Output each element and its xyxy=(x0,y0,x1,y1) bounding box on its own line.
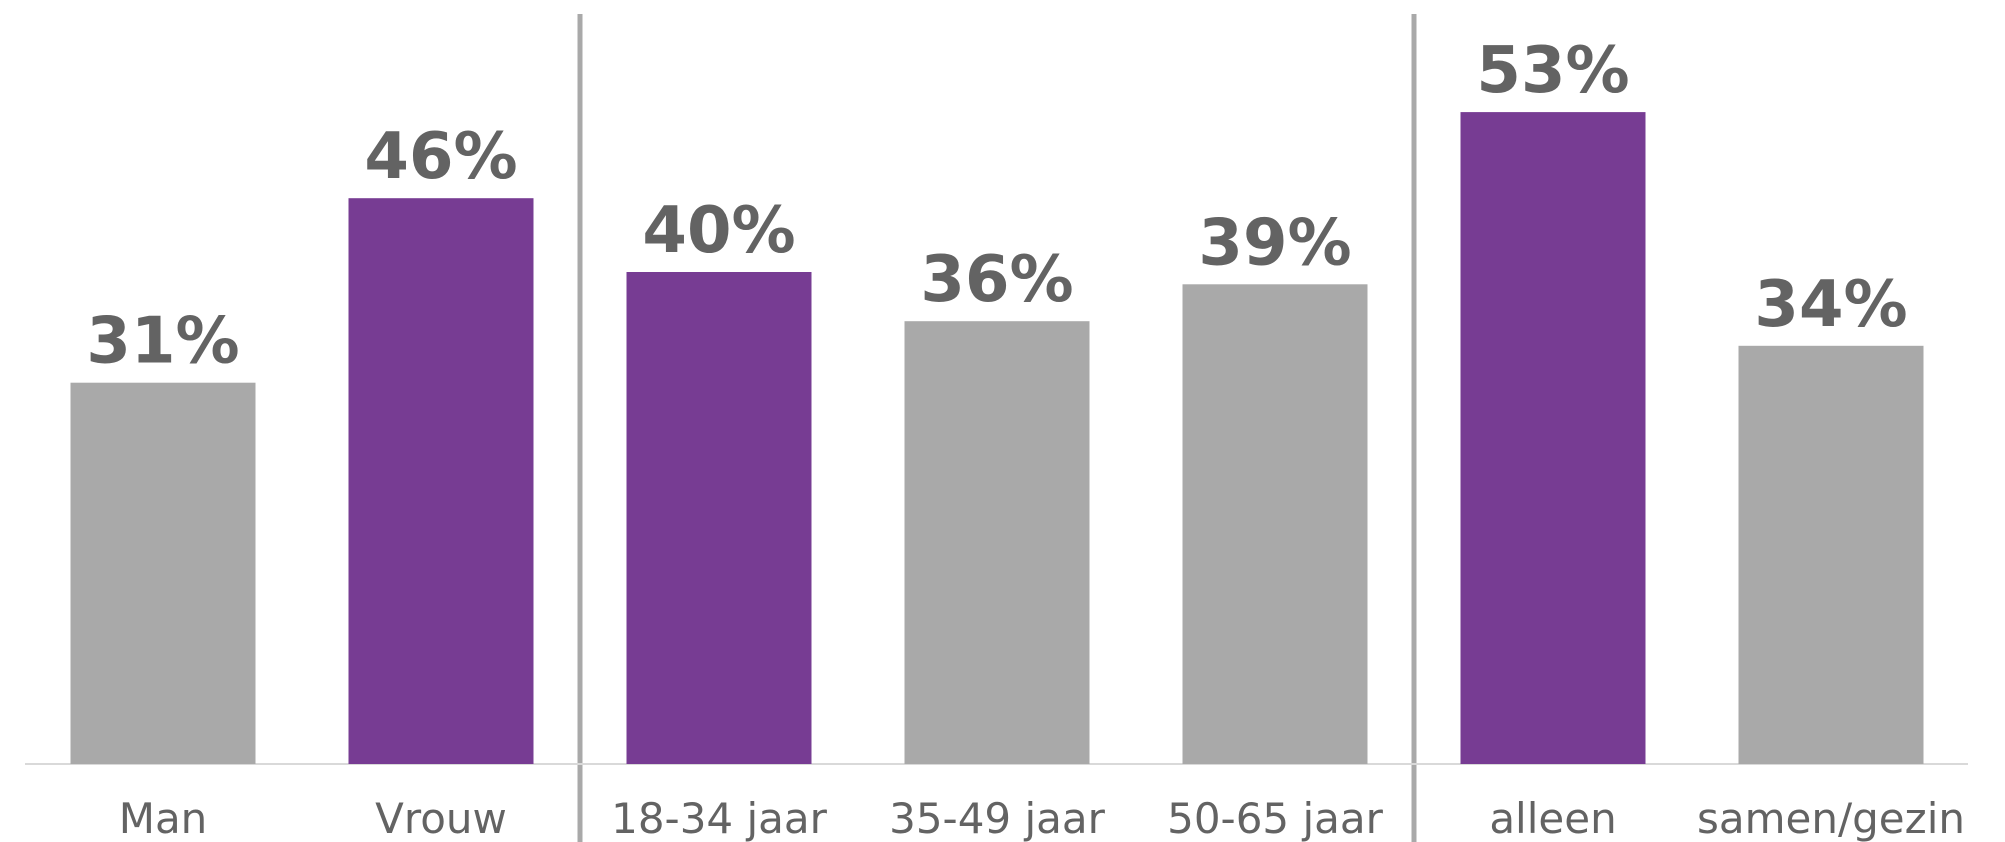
category-label-3: 35-49 jaar xyxy=(889,794,1106,842)
bar-6 xyxy=(1738,345,1924,764)
value-label-6: 34% xyxy=(1754,268,1907,342)
bar-5 xyxy=(1460,112,1646,765)
category-label-5: alleen xyxy=(1489,794,1616,842)
bar-3 xyxy=(904,321,1090,764)
value-label-5: 53% xyxy=(1476,34,1629,108)
category-label-4: 50-65 jaar xyxy=(1167,794,1384,842)
category-labels: Man Vrouw 18-34 jaar 35-49 jaar 50-65 jaar al… xyxy=(119,794,1965,842)
value-label-4: 39% xyxy=(1198,206,1351,280)
category-label-6: samen/gezin xyxy=(1697,794,1965,842)
value-label-2: 40% xyxy=(642,194,795,268)
category-label-1: Vrouw xyxy=(375,794,507,842)
bar-2 xyxy=(626,272,812,764)
bar-0 xyxy=(70,382,256,764)
category-label-0: Man xyxy=(119,794,208,842)
value-label-3: 36% xyxy=(920,243,1073,317)
bar-1 xyxy=(348,198,534,764)
group-separators xyxy=(577,14,1417,842)
value-labels: 31% 46% 40% 36% 39% 53% 34% xyxy=(86,34,1907,379)
category-label-2: 18-34 jaar xyxy=(611,794,828,842)
bar-4 xyxy=(1182,284,1368,764)
value-label-1: 46% xyxy=(364,120,517,194)
value-label-0: 31% xyxy=(86,305,239,379)
bars xyxy=(70,112,1924,765)
